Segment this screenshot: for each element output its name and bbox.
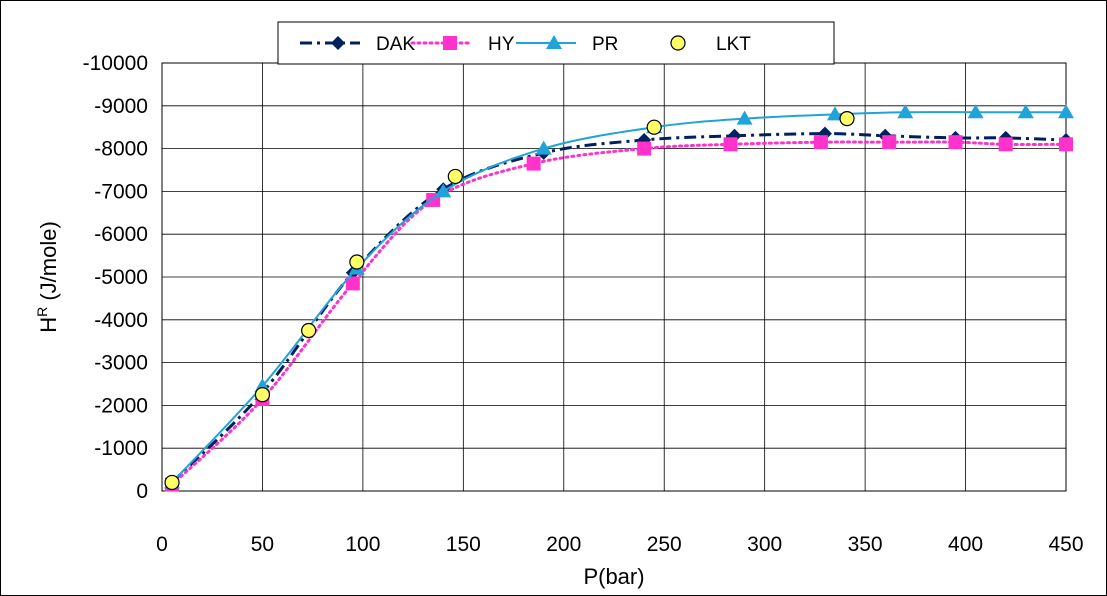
data-point-pr	[897, 104, 914, 119]
data-point-lkt	[646, 119, 662, 135]
x-axis-title: P(bar)	[583, 564, 644, 589]
legend-entry-pr: PR	[516, 34, 618, 55]
y-tick-label: -3000	[94, 352, 148, 375]
legend-label-dak: DAK	[376, 34, 415, 55]
data-point-pr	[1058, 104, 1074, 119]
data-point-hy	[637, 141, 652, 156]
data-point-hy	[813, 135, 828, 150]
data-point-lkt	[164, 474, 180, 491]
x-tick-label: 400	[948, 533, 983, 556]
data-point-pr	[535, 140, 552, 155]
series-line-dak	[170, 132, 1067, 484]
y-axis-title: HR (J/mole)	[34, 221, 61, 333]
data-point-hy	[1059, 137, 1073, 152]
data-point-lkt	[447, 168, 463, 185]
data-point-lkt	[349, 254, 365, 270]
y-tick-label: -5000	[94, 266, 148, 289]
legend-marker-pr	[546, 35, 562, 49]
data-point-hy	[998, 137, 1013, 152]
legend-label-lkt: LKT	[716, 34, 751, 55]
legend-items: DAK HY PR LKT	[300, 34, 751, 55]
data-point-hy	[948, 135, 963, 150]
legend-box	[277, 21, 835, 65]
x-tick-label: 450	[1048, 533, 1083, 556]
legend-entry-dak: DAK	[300, 34, 415, 55]
legend-label-hy: HY	[488, 34, 515, 55]
y-tick-label: -2000	[94, 394, 148, 417]
legend-marker-dak	[331, 36, 345, 50]
data-point-pr	[967, 104, 984, 119]
data-point-pr	[1017, 104, 1034, 119]
x-tick-label: 100	[345, 533, 380, 556]
y-axis-title-units: (J/mole)	[36, 221, 61, 307]
y-tick-label: -4000	[94, 309, 148, 332]
x-tick-label: 250	[647, 533, 682, 556]
data-point-lkt	[254, 387, 271, 403]
x-axis-tick-labels: 0 50 100 150 200 250 300 350 400 450	[156, 533, 1083, 556]
legend-entry-lkt: LKT	[670, 34, 751, 55]
data-point-hy	[345, 276, 360, 291]
x-tick-label: 300	[747, 533, 782, 556]
x-tick-label: 50	[251, 533, 274, 556]
series-lkt	[164, 111, 855, 491]
y-tick-label: -7000	[94, 180, 148, 203]
legend: DAK HY PR LKT	[277, 21, 835, 65]
legend-marker-lkt	[670, 35, 686, 51]
data-point-lkt	[839, 111, 855, 127]
x-tick-label: 150	[446, 533, 481, 556]
y-axis-title-superscript: R	[34, 307, 50, 317]
y-axis-tick-labels: 0 -1000 -2000 -3000 -4000 -5000 -6000 -7000 -800…	[83, 52, 148, 503]
y-tick-label: 0	[136, 480, 148, 503]
legend-marker-hy	[443, 36, 457, 50]
series-layer	[164, 104, 1074, 492]
y-tick-label: -9000	[94, 95, 148, 118]
data-point-pr	[826, 106, 843, 121]
data-point-pr	[435, 183, 452, 198]
y-axis-title-main: H	[36, 317, 61, 333]
data-point-pr	[736, 110, 753, 125]
legend-label-pr: PR	[592, 34, 618, 55]
legend-entry-hy: HY	[410, 34, 515, 55]
y-tick-label: -1000	[94, 437, 148, 460]
y-tick-label: -8000	[94, 138, 148, 161]
data-point-hy	[882, 135, 897, 150]
data-point-hy	[723, 137, 738, 152]
data-point-lkt	[301, 322, 317, 339]
data-point-hy	[526, 156, 541, 171]
y-tick-label: -10000	[83, 52, 148, 75]
x-tick-label: 350	[848, 533, 883, 556]
x-tick-label: 0	[156, 533, 168, 556]
y-tick-label: -6000	[94, 223, 148, 246]
x-tick-label: 200	[546, 533, 581, 556]
